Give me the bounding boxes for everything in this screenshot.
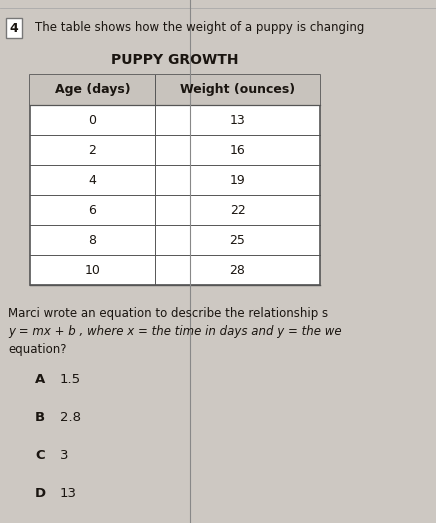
Text: 22: 22 <box>230 203 245 217</box>
Text: A: A <box>35 373 45 386</box>
Text: C: C <box>35 449 44 462</box>
Text: 8: 8 <box>89 233 96 246</box>
Text: y = mx + b , where x = the time in days and y = the we: y = mx + b , where x = the time in days … <box>8 325 342 338</box>
Text: D: D <box>35 487 46 500</box>
Text: 19: 19 <box>230 174 245 187</box>
Text: B: B <box>35 411 45 424</box>
Text: 0: 0 <box>89 113 96 127</box>
Text: 4: 4 <box>10 21 18 35</box>
Polygon shape <box>30 75 320 105</box>
Text: Marci wrote an equation to describe the relationship s: Marci wrote an equation to describe the … <box>8 307 328 320</box>
Text: equation?: equation? <box>8 343 67 356</box>
Text: 1.5: 1.5 <box>60 373 81 386</box>
Text: The table shows how the weight of a puppy is changing: The table shows how the weight of a pupp… <box>35 21 364 35</box>
Text: 16: 16 <box>230 143 245 156</box>
Text: 13: 13 <box>60 487 77 500</box>
Text: 2: 2 <box>89 143 96 156</box>
Text: 28: 28 <box>230 264 245 277</box>
Text: 2.8: 2.8 <box>60 411 81 424</box>
Polygon shape <box>30 75 320 285</box>
Text: Age (days): Age (days) <box>54 84 130 97</box>
Text: 10: 10 <box>85 264 100 277</box>
Text: 13: 13 <box>230 113 245 127</box>
Text: 6: 6 <box>89 203 96 217</box>
Text: 4: 4 <box>89 174 96 187</box>
Text: Weight (ounces): Weight (ounces) <box>180 84 295 97</box>
Text: PUPPY GROWTH: PUPPY GROWTH <box>111 53 239 67</box>
Text: 3: 3 <box>60 449 68 462</box>
Text: 25: 25 <box>230 233 245 246</box>
